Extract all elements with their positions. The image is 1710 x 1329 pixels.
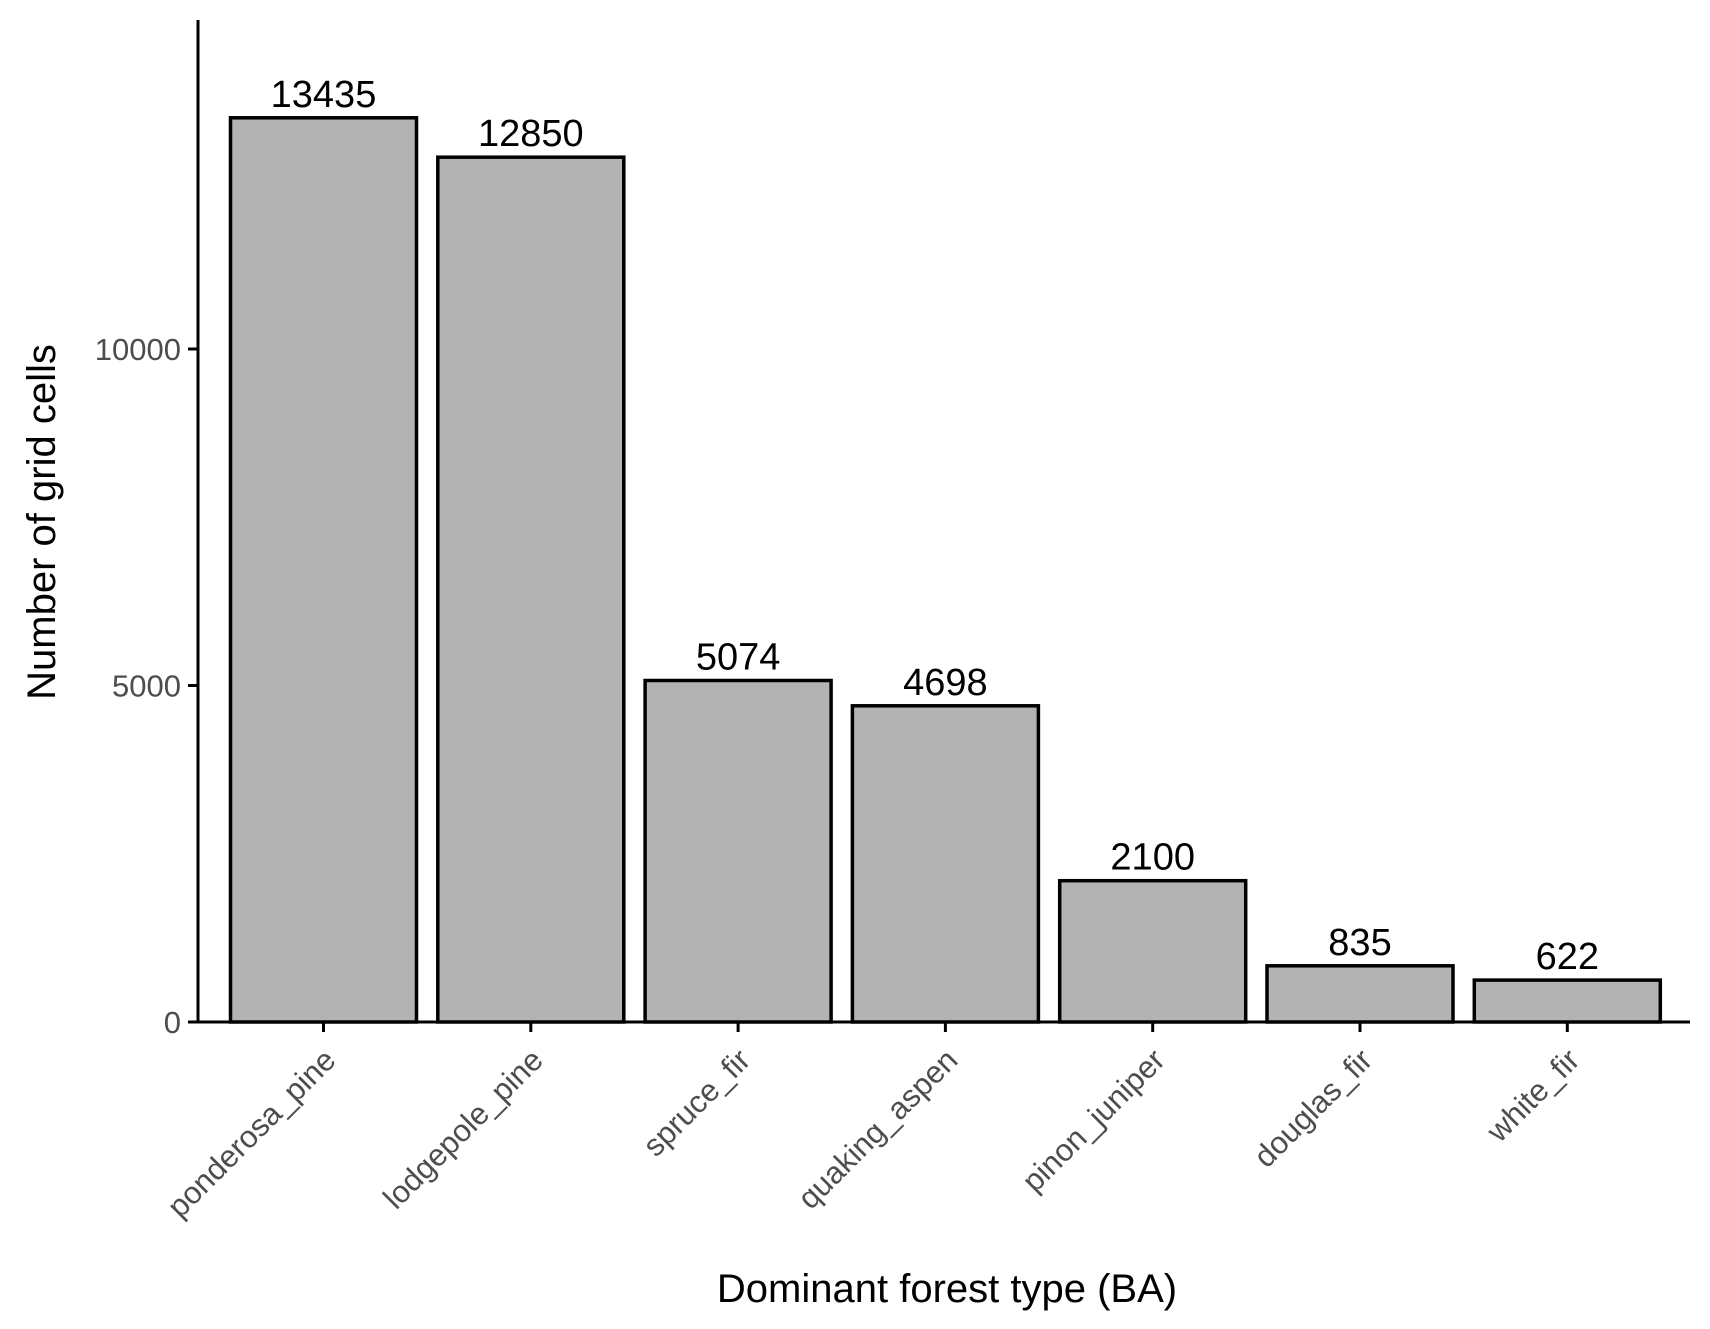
x-axis-title: Dominant forest type (BA) [717, 1267, 1177, 1311]
bar-value-label: 4698 [903, 662, 988, 704]
x-tick-label: spruce_fir [636, 1042, 757, 1163]
bar-value-label: 2100 [1110, 837, 1195, 879]
bar-quaking-aspen [850, 704, 1041, 1024]
bar-spruce-fir [643, 678, 833, 1024]
y-tick-label: 5000 [112, 669, 181, 704]
x-axis: ponderosa_pine lodgepole_pine spruce_fir qu… [160, 1020, 1690, 1224]
bars-group [228, 116, 1663, 1024]
bar-white-fir [1472, 978, 1663, 1024]
x-tick-label: douglas_fir [1247, 1042, 1379, 1174]
x-tick-label: quaking_aspen [791, 1042, 964, 1215]
y-axis: 0 5000 10000 [95, 20, 200, 1040]
y-tick-label: 0 [164, 1005, 181, 1040]
value-labels-group: 13435 12850 5074 4698 2100 835 622 [271, 74, 1599, 978]
bar-value-label: 12850 [478, 113, 584, 155]
bar-value-label: 5074 [696, 637, 781, 679]
bar-douglas-fir [1265, 964, 1455, 1024]
y-tick-label: 10000 [95, 332, 181, 367]
x-tick-label: ponderosa_pine [160, 1042, 342, 1224]
bar-lodgepole-pine [436, 155, 626, 1024]
x-tick-label: lodgepole_pine [376, 1042, 549, 1215]
x-tick-label: pinon_juniper [1015, 1042, 1171, 1198]
bar-value-label: 13435 [271, 74, 377, 116]
bar-value-label: 835 [1328, 922, 1391, 964]
y-axis-title: Number of grid cells [20, 344, 64, 700]
bar-pinon-juniper [1057, 878, 1248, 1024]
x-tick-label: white_fir [1479, 1042, 1586, 1149]
bar-value-label: 622 [1536, 936, 1599, 978]
bar-ponderosa-pine [228, 116, 419, 1024]
